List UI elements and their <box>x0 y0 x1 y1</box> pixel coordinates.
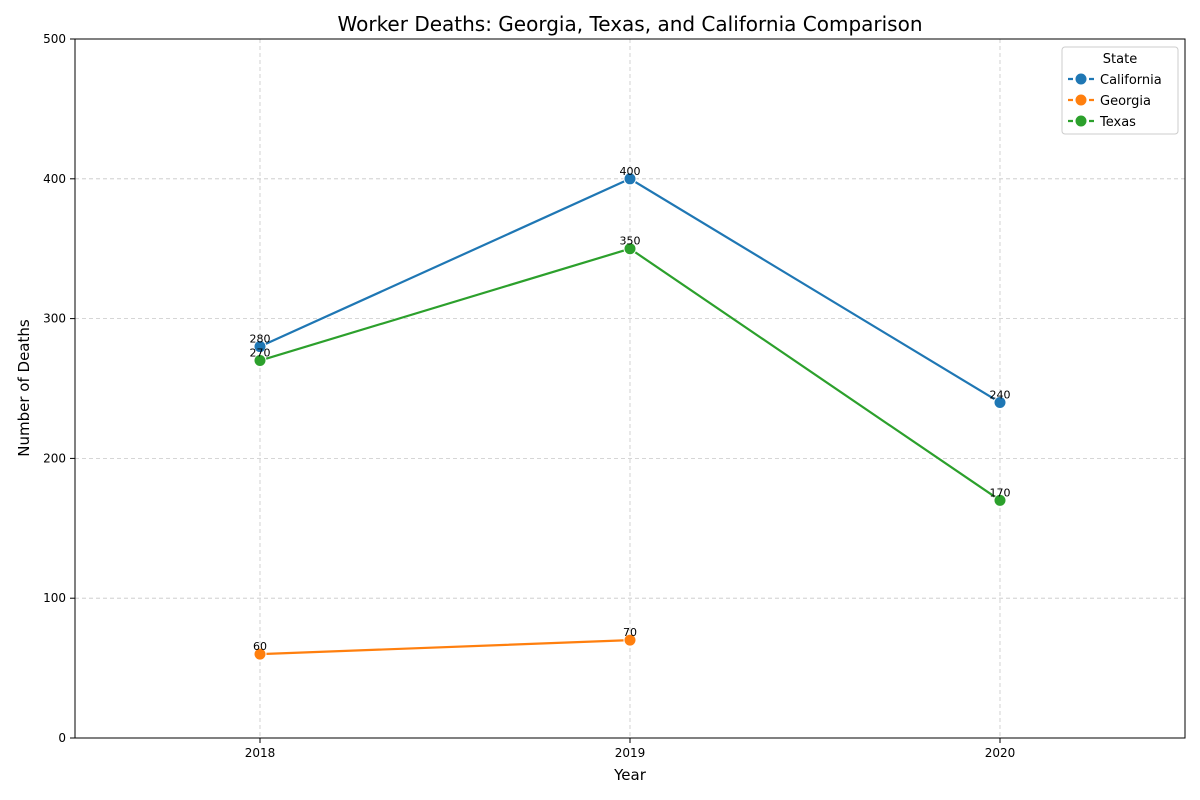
data-point-california <box>253 340 267 354</box>
legend-label-california: California <box>1100 73 1162 88</box>
x-tick-label: 2020 <box>985 746 1016 760</box>
legend-box <box>1061 46 1179 135</box>
series-line-georgia <box>258 639 632 656</box>
chart-title: Worker Deaths: Georgia, Texas, and Calif… <box>338 12 923 36</box>
y-tick-label: 400 <box>43 172 66 186</box>
y-axis-title: Number of Deaths <box>15 319 33 457</box>
y-tick-label: 0 <box>58 731 66 745</box>
x-axis-ticks: 2018 2019 2020 <box>245 738 1016 760</box>
legend-title: State <box>1103 52 1137 67</box>
legend-label-texas: Texas <box>1099 115 1136 130</box>
data-labels: 280 400 240 60 70 270 350 170 <box>250 165 1011 653</box>
y-tick-label: 500 <box>43 32 66 46</box>
data-label: 400 <box>620 165 641 178</box>
y-tick-label: 200 <box>43 451 66 465</box>
data-point-texas <box>623 242 637 256</box>
data-label: 270 <box>250 347 271 360</box>
y-tick-label: 300 <box>43 312 66 326</box>
legend-items: California Georgia Texas <box>1068 72 1162 130</box>
legend-marker <box>1074 72 1088 86</box>
legend-marker <box>1074 93 1088 107</box>
data-point-georgia <box>623 633 637 647</box>
data-label: 60 <box>253 640 267 653</box>
data-label: 70 <box>623 626 637 639</box>
data-label: 170 <box>990 486 1011 499</box>
series-layer <box>253 172 1007 661</box>
legend-label-georgia: Georgia <box>1100 94 1151 109</box>
legend-marker <box>1074 114 1088 128</box>
y-axis-ticks: 0 100 200 300 400 500 <box>43 32 75 745</box>
legend: State California Georgia Texas <box>1061 46 1179 135</box>
data-point-texas <box>993 493 1007 507</box>
x-tick-label: 2018 <box>245 746 276 760</box>
x-tick-label: 2019 <box>615 746 646 760</box>
data-label: 350 <box>620 235 641 248</box>
data-label: 240 <box>990 388 1011 401</box>
data-point-california <box>623 172 637 186</box>
data-point-georgia <box>253 647 267 661</box>
data-point-texas <box>253 354 267 368</box>
y-tick-label: 100 <box>43 591 66 605</box>
x-axis-title: Year <box>613 766 647 784</box>
data-label: 280 <box>250 333 271 346</box>
data-point-california <box>993 395 1007 409</box>
